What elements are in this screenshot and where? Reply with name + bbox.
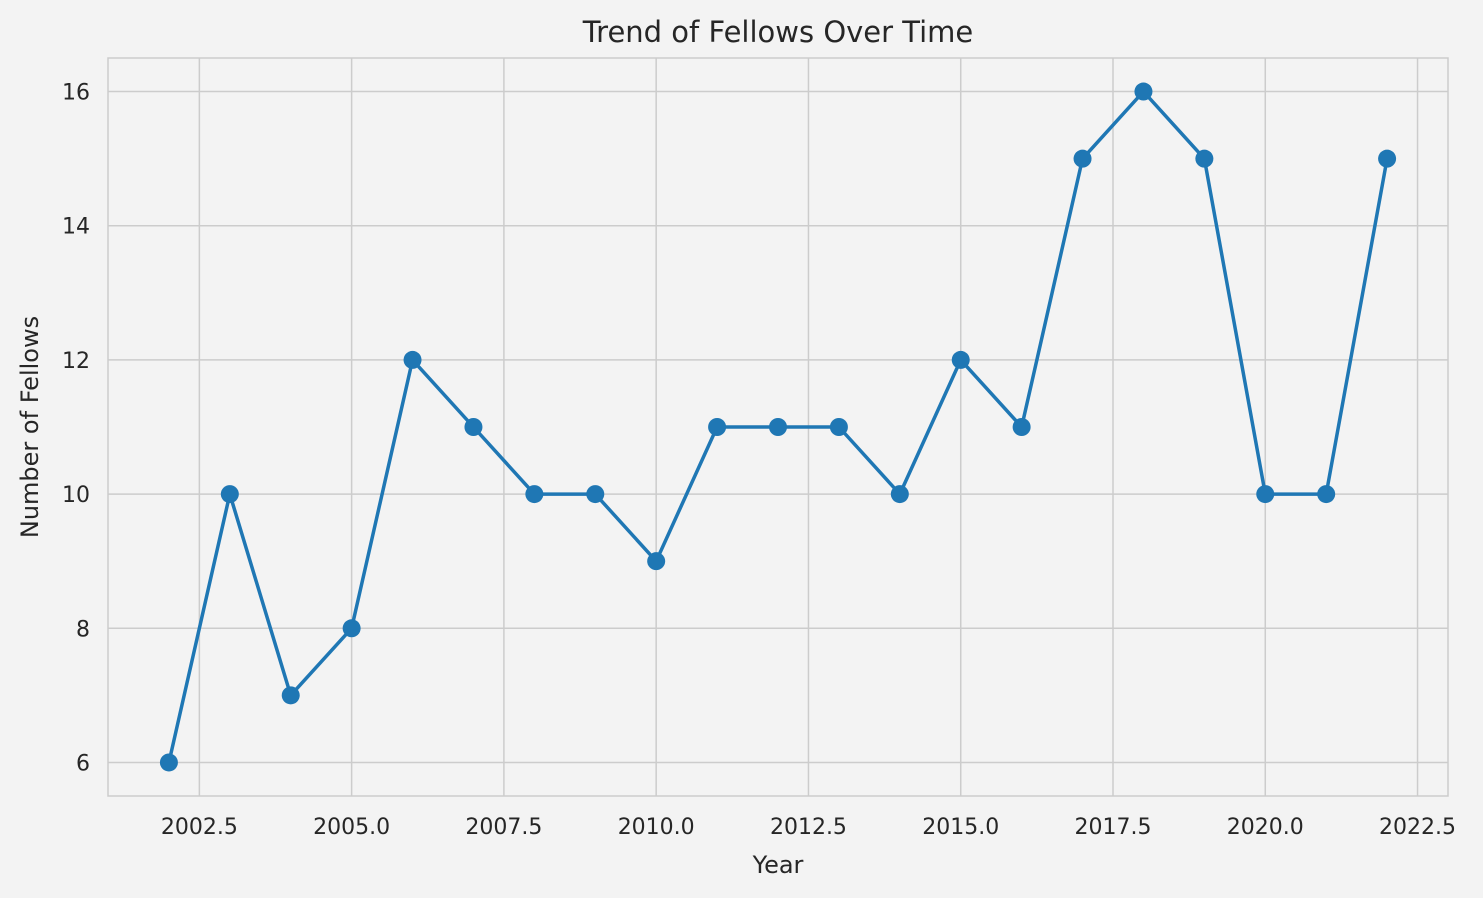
- data-point: [159, 753, 178, 772]
- grid-layer: [108, 58, 1448, 796]
- series-layer: [159, 82, 1397, 772]
- y-tick-label: 14: [62, 215, 90, 240]
- x-tick-label: 2007.5: [465, 815, 542, 840]
- y-axis-label: Number of Fellows: [16, 316, 44, 538]
- data-point: [829, 418, 848, 436]
- data-point: [647, 552, 666, 571]
- chart-title: Trend of Fellows Over Time: [582, 15, 974, 49]
- y-tick-label: 8: [76, 617, 90, 642]
- data-point: [342, 619, 361, 638]
- data-point: [1012, 418, 1031, 436]
- x-tick-label: 2002.5: [161, 815, 238, 840]
- data-point: [951, 350, 970, 369]
- y-tick-label: 6: [76, 751, 90, 776]
- data-point: [281, 686, 300, 705]
- data-point: [708, 418, 727, 436]
- x-tick-label: 2005.0: [313, 815, 390, 840]
- x-axis-ticks: 2002.5 2005.0 2007.5 2010.0 2012.5 2015.0 2017…: [161, 815, 1456, 840]
- data-point: [464, 418, 483, 436]
- x-axis-label: Year: [752, 851, 804, 879]
- data-point: [1073, 149, 1092, 168]
- plot-area-frame: [107, 57, 1449, 797]
- data-point: [525, 485, 544, 504]
- data-point: [769, 418, 787, 436]
- data-point: [1378, 149, 1397, 168]
- data-point: [1317, 485, 1336, 504]
- y-tick-label: 12: [62, 349, 90, 374]
- x-tick-label: 2022.5: [1379, 815, 1456, 840]
- y-tick-label: 10: [62, 483, 90, 508]
- x-tick-label: 2017.5: [1075, 815, 1152, 840]
- data-point: [890, 485, 909, 504]
- data-point: [1256, 485, 1275, 504]
- data-point: [1195, 149, 1214, 168]
- data-point: [586, 485, 605, 504]
- y-tick-label: 16: [62, 81, 90, 106]
- data-point: [1134, 82, 1153, 101]
- x-tick-label: 2010.0: [618, 815, 695, 840]
- x-tick-label: 2012.5: [770, 815, 847, 840]
- x-tick-label: 2015.0: [922, 815, 999, 840]
- data-point: [403, 350, 422, 369]
- x-tick-label: 2020.0: [1227, 815, 1304, 840]
- y-axis-ticks: 6 8 10 12 14 16: [62, 81, 90, 777]
- data-point: [220, 485, 239, 504]
